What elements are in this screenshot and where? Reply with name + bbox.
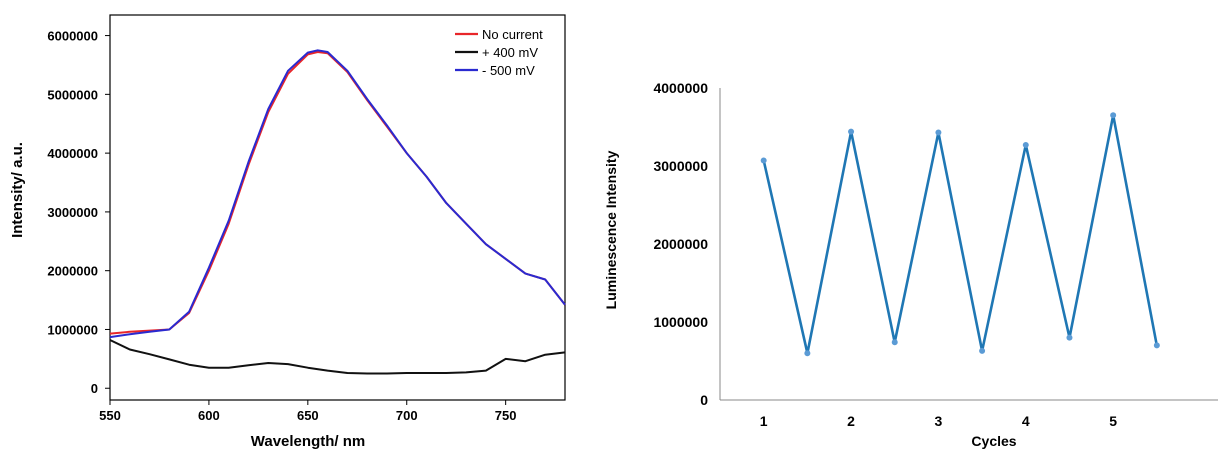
spectrum-y-tick-label: 2000000 [47,264,98,279]
spectrum-plot-frame [109,14,566,401]
spectrum-series-line-1 [109,339,566,375]
spectrum-x-tick-label: 650 [297,408,319,423]
spectrum-series-line-2 [109,49,566,339]
cycles-data-point [848,128,855,135]
spectrum-x-ticks: 550 600 650 700 750 [99,400,517,423]
spectrum-x-axis-label: Wavelength/ nm [251,433,365,450]
cycles-data-point [804,350,811,357]
cycles-y-tick-label: 3000000 [653,158,708,174]
spectrum-series-group [109,49,566,375]
spectrum-y-axis-label: Intensity/ a.u. [9,142,26,238]
spectrum-legend: No current + 400 mV - 500 mV [455,27,543,78]
cycles-data-point [760,157,767,164]
spectrum-legend-label-1: + 400 mV [482,45,538,60]
cycles-data-point [891,339,898,346]
spectrum-x-tick-label: 750 [495,408,517,423]
spectrum-chart: 550 600 650 700 750 0 1000000 2000000 3000000 40… [9,14,566,450]
cycles-y-tick-label: 4000000 [653,80,708,96]
cycles-data-point [1110,112,1117,119]
spectrum-y-ticks: 0 1000000 2000000 3000000 4000000 5000000 6000… [47,29,110,396]
cycles-x-axis-label: Cycles [971,433,1016,449]
spectrum-y-tick-label: 6000000 [47,29,98,44]
spectrum-x-tick-label: 600 [198,408,220,423]
cycles-data-point [1066,334,1073,341]
cycles-x-tick-label: 4 [1022,413,1030,429]
cycles-series-group [760,112,1160,357]
cycles-series-line [762,115,1159,354]
cycles-data-point [1153,342,1160,349]
spectrum-x-tick-label: 700 [396,408,418,423]
cycles-y-ticks: 0 1000000 2000000 3000000 4000000 [653,80,708,408]
spectrum-y-tick-label: 5000000 [47,87,98,102]
spectrum-y-tick-label: 4000000 [47,146,98,161]
cycles-x-tick-label: 1 [760,413,768,429]
cycles-y-tick-label: 1000000 [653,314,708,330]
spectrum-series-line-0 [109,51,566,335]
spectrum-y-tick-label: 1000000 [47,322,98,337]
cycles-y-axis-label: Luminescence Intensity [603,150,619,309]
spectrum-y-tick-label: 0 [91,381,98,396]
cycles-y-tick-label: 2000000 [653,236,708,252]
cycles-data-point [979,347,986,354]
spectrum-legend-label-0: No current [482,27,543,42]
cycles-data-point [1022,141,1029,148]
cycles-y-tick-label: 0 [700,392,708,408]
cycles-x-tick-label: 5 [1109,413,1117,429]
cycles-data-point [935,129,942,136]
spectrum-y-tick-label: 3000000 [47,205,98,220]
cycles-x-tick-label: 3 [935,413,943,429]
spectrum-legend-label-2: - 500 mV [482,63,535,78]
cycles-chart: 1 2 3 4 5 0 1000000 2000000 3000000 4000000 Cycl… [603,80,1218,449]
cycles-x-ticks: 1 2 3 4 5 [760,413,1117,429]
cycles-x-tick-label: 2 [847,413,855,429]
spectrum-x-tick-label: 550 [99,408,121,423]
